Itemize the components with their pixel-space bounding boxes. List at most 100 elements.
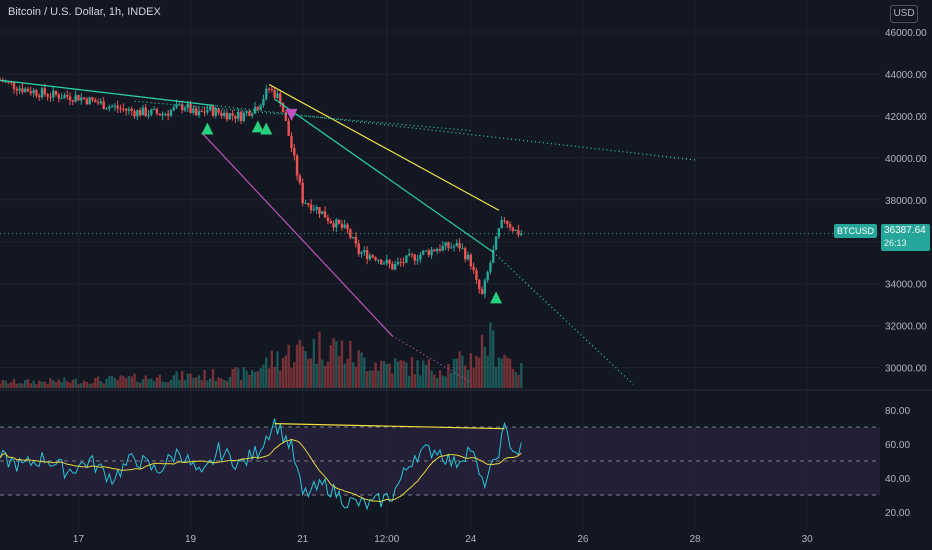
candle-body xyxy=(68,96,72,101)
rsi-tick-label: 60.00 xyxy=(885,440,910,451)
volume-bar xyxy=(396,361,400,388)
candle-body xyxy=(357,243,360,254)
candle-body xyxy=(287,120,290,136)
candle-body xyxy=(368,255,372,260)
volume-bar xyxy=(94,378,97,388)
rsi-trendline xyxy=(274,423,505,430)
volume-bar xyxy=(315,363,318,388)
volume-bar xyxy=(248,374,251,388)
candle-body xyxy=(124,108,128,111)
volume-bar xyxy=(147,378,150,388)
volume-bar xyxy=(343,363,346,388)
volume-bar xyxy=(357,350,360,388)
volume-bar xyxy=(399,360,402,388)
candle-body xyxy=(298,175,302,183)
candle-body xyxy=(318,207,321,215)
last-price-tag: 36387.64 26:13 xyxy=(881,224,930,251)
volume-bar xyxy=(413,374,416,388)
candle-body xyxy=(172,107,175,111)
candle-body xyxy=(388,259,391,264)
volume-bar xyxy=(24,380,27,388)
volume-bar xyxy=(60,382,63,388)
candle-body xyxy=(399,262,402,264)
volume-bar xyxy=(1,379,5,388)
candle-body xyxy=(147,114,150,116)
volume-bar xyxy=(119,375,122,388)
volume-bar xyxy=(371,370,374,388)
price-tick-label: 34000.00 xyxy=(885,280,927,291)
volume-bar xyxy=(475,355,478,388)
volume-bar xyxy=(461,355,464,388)
volume-bar xyxy=(489,322,492,388)
trendline-yellow xyxy=(268,83,500,211)
candle-body xyxy=(483,280,487,295)
candle-body xyxy=(169,110,173,116)
volume-bar xyxy=(105,378,108,388)
candle-body xyxy=(349,229,352,238)
candle-body xyxy=(96,102,100,104)
volume-bar xyxy=(155,377,159,388)
volume-bar xyxy=(12,379,16,388)
volume-bar xyxy=(416,360,419,388)
time-tick-label: 21 xyxy=(297,534,309,545)
candle-body xyxy=(239,111,243,121)
candle-body xyxy=(144,107,147,116)
volume-bar xyxy=(284,355,288,388)
candle-body xyxy=(461,248,464,250)
volume-bar xyxy=(514,372,517,388)
volume-bar xyxy=(35,384,38,388)
price-tick-label: 40000.00 xyxy=(885,154,927,165)
candle-body xyxy=(329,220,332,224)
candle-body xyxy=(511,227,515,231)
volume-bar xyxy=(183,380,187,388)
candle-body xyxy=(427,250,430,256)
candle-body xyxy=(150,109,153,115)
candle-body xyxy=(382,263,386,265)
candle-body xyxy=(259,105,262,110)
volume-bar xyxy=(309,358,313,388)
volume-bar xyxy=(32,380,35,388)
time-tick-label: 28 xyxy=(689,534,701,545)
candle-body xyxy=(85,98,89,105)
volume-bar xyxy=(478,357,481,388)
volume-bar xyxy=(511,368,515,388)
candle-body xyxy=(416,259,419,261)
volume-bar xyxy=(113,377,117,388)
candle-body xyxy=(323,211,327,218)
candle-body xyxy=(183,107,187,111)
candle-body xyxy=(508,224,512,228)
candle-body xyxy=(253,106,257,114)
volume-bar xyxy=(77,384,80,388)
volume-bar xyxy=(335,340,338,388)
candle-body xyxy=(10,81,13,83)
candle-body xyxy=(438,249,442,251)
volume-bar xyxy=(321,359,324,388)
volume-bar xyxy=(270,350,274,388)
candle-body xyxy=(197,110,201,116)
volume-bar xyxy=(500,358,503,388)
candle-body xyxy=(40,88,44,98)
candle-body xyxy=(365,250,369,260)
candle-body xyxy=(248,111,251,116)
sell-signal-marker xyxy=(285,108,298,121)
volume-bar xyxy=(438,370,442,388)
volume-bar xyxy=(7,383,10,388)
candle-body xyxy=(478,279,481,290)
volume-bar xyxy=(127,375,131,388)
volume-bar xyxy=(377,370,380,388)
currency-button[interactable]: USD xyxy=(890,5,918,23)
candle-body xyxy=(270,88,274,91)
volume-bar xyxy=(10,382,13,388)
volume-bar xyxy=(385,363,388,388)
volume-bar xyxy=(166,382,170,388)
candle-body xyxy=(189,103,192,113)
volume-bar xyxy=(52,380,55,388)
time-tick-label: 12:00 xyxy=(374,534,399,545)
trendline-teal xyxy=(134,100,471,132)
candle-body xyxy=(175,104,178,108)
trendline-teal xyxy=(274,98,494,253)
candle-body xyxy=(192,108,195,113)
candle-body xyxy=(486,271,489,281)
volume-bar xyxy=(433,374,436,388)
